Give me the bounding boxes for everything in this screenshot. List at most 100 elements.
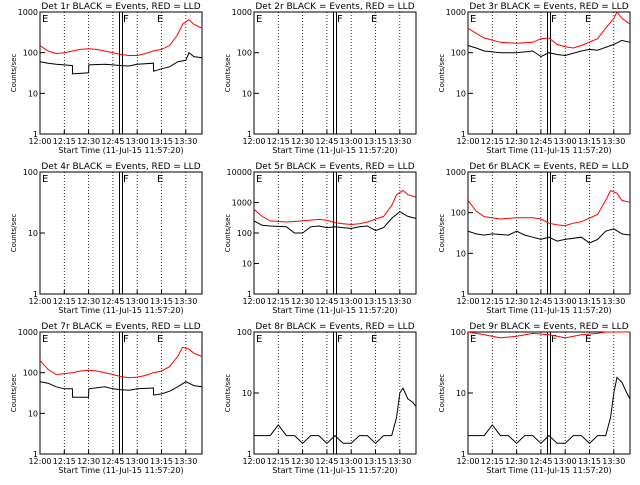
x-tick-label: 13:30 — [174, 457, 197, 466]
x-tick-label: 12:30 — [291, 137, 314, 146]
x-tick-label: 13:00 — [126, 297, 149, 306]
event-marker-label: E — [42, 174, 48, 185]
x-tick-label: 12:45 — [101, 297, 124, 306]
x-tick-label: 12:30 — [291, 297, 314, 306]
y-tick-label: 1 — [33, 450, 38, 459]
x-tick-label: 13:00 — [340, 457, 363, 466]
y-tick-label: 10 — [456, 389, 466, 398]
plot-frame — [39, 11, 203, 135]
x-tick-label: 12:45 — [101, 137, 124, 146]
x-tick-label: 12:30 — [505, 297, 528, 306]
y-tick-label: 1000 — [446, 168, 466, 177]
x-tick-label: 13:15 — [364, 457, 387, 466]
event-marker-label: E — [157, 174, 163, 185]
y-tick-label: 100 — [23, 49, 38, 58]
event-marker-label: E — [42, 14, 48, 25]
y-tick-label: 1 — [461, 450, 466, 459]
y-tick-label: 10 — [456, 89, 466, 98]
x-tick-label: 13:30 — [388, 297, 411, 306]
plot-frame — [253, 11, 417, 135]
y-tick-label: 10 — [242, 260, 252, 269]
y-tick-label: 1 — [247, 130, 252, 139]
event-marker-label: F — [551, 14, 557, 25]
event-marker-label: E — [470, 174, 476, 185]
detector-panel: Det 2r BLACK = Events, RED = LLD E F E 12:00… — [224, 2, 417, 155]
detector-panel: Det 6r BLACK = Events, RED = LLD E F E 12:00… — [438, 162, 631, 315]
series-line — [468, 376, 631, 444]
x-tick-label: 13:30 — [388, 137, 411, 146]
x-tick-label: 12:15 — [481, 457, 504, 466]
event-marker-label: E — [585, 174, 591, 185]
y-axis-label: Counts/sec — [10, 54, 18, 93]
series-line — [467, 11, 631, 49]
event-marker-label: E — [256, 334, 262, 345]
x-tick-label: 12:30 — [505, 137, 528, 146]
y-tick-label: 1000 — [232, 199, 252, 208]
series-line — [254, 387, 417, 444]
plot-frame — [467, 171, 631, 295]
x-tick-label: 13:15 — [364, 137, 387, 146]
x-axis-label: Start Time (11-Jul-15 11:57:20) — [486, 306, 611, 315]
y-axis-label: Counts/sec — [10, 214, 18, 253]
x-tick-label: 13:30 — [174, 297, 197, 306]
y-tick-label: 1000 — [18, 328, 38, 337]
x-tick-label: 12:15 — [267, 457, 290, 466]
event-marker-label: E — [256, 174, 262, 185]
panel-title: Det 7r BLACK = Events, RED = LLD — [41, 322, 200, 332]
y-tick-label: 1000 — [232, 8, 252, 17]
x-tick-label: 12:30 — [77, 137, 100, 146]
x-tick-label: 12:15 — [267, 297, 290, 306]
y-tick-label: 10 — [242, 89, 252, 98]
x-tick-label: 13:15 — [150, 137, 173, 146]
y-tick-label: 100 — [451, 328, 466, 337]
x-tick-label: 13:15 — [578, 457, 601, 466]
y-axis-label: Counts/sec — [224, 54, 232, 93]
x-tick-label: 12:15 — [481, 297, 504, 306]
y-tick-label: 1 — [461, 290, 466, 299]
series-line — [39, 346, 203, 379]
y-tick-label: 100 — [237, 49, 252, 58]
panel-title: Det 8r BLACK = Events, RED = LLD — [255, 322, 414, 332]
series-line — [253, 189, 417, 226]
x-tick-label: 12:15 — [53, 137, 76, 146]
y-axis-label: Counts/sec — [438, 214, 446, 253]
event-marker-label: F — [337, 14, 343, 25]
y-tick-label: 100 — [451, 209, 466, 218]
event-marker-label: F — [551, 174, 557, 185]
event-marker-label: E — [470, 14, 476, 25]
y-tick-label: 100 — [237, 328, 252, 337]
detector-panel: Det 1r BLACK = Events, RED = LLD E F E 12:00… — [10, 2, 203, 155]
x-tick-label: 13:00 — [554, 137, 577, 146]
y-tick-label: 1 — [33, 130, 38, 139]
event-marker-label: E — [42, 334, 48, 345]
x-tick-label: 12:45 — [315, 297, 338, 306]
y-tick-label: 100 — [23, 168, 38, 177]
series-line — [39, 51, 203, 75]
x-tick-label: 13:15 — [150, 457, 173, 466]
event-marker-label: F — [337, 334, 343, 345]
x-tick-label: 13:00 — [126, 137, 149, 146]
x-axis-label: Start Time (11-Jul-15 11:57:20) — [272, 306, 397, 315]
detector-panel: Det 9r BLACK = Events, RED = LLD E F E 12:00… — [438, 322, 631, 475]
x-tick-label: 12:15 — [53, 297, 76, 306]
y-tick-label: 10 — [456, 249, 466, 258]
event-marker-label: E — [157, 334, 163, 345]
event-marker-label: F — [123, 334, 129, 345]
series-line — [467, 39, 631, 58]
x-axis-label: Start Time (11-Jul-15 11:57:20) — [58, 306, 183, 315]
event-marker-label: F — [337, 174, 343, 185]
x-tick-label: 12:00 — [242, 457, 265, 466]
x-tick-label: 12:30 — [505, 457, 528, 466]
panel-title: Det 1r BLACK = Events, RED = LLD — [41, 2, 200, 12]
x-axis-label: Start Time (11-Jul-15 11:57:20) — [58, 146, 183, 155]
x-tick-label: 12:15 — [481, 137, 504, 146]
x-tick-label: 13:30 — [602, 137, 625, 146]
x-tick-label: 13:00 — [554, 457, 577, 466]
x-tick-label: 13:00 — [340, 137, 363, 146]
event-marker-label: E — [585, 334, 591, 345]
panel-title: Det 6r BLACK = Events, RED = LLD — [469, 162, 628, 172]
x-tick-label: 12:45 — [315, 457, 338, 466]
x-tick-label: 12:45 — [529, 137, 552, 146]
x-tick-label: 12:30 — [77, 457, 100, 466]
x-tick-label: 13:00 — [554, 297, 577, 306]
